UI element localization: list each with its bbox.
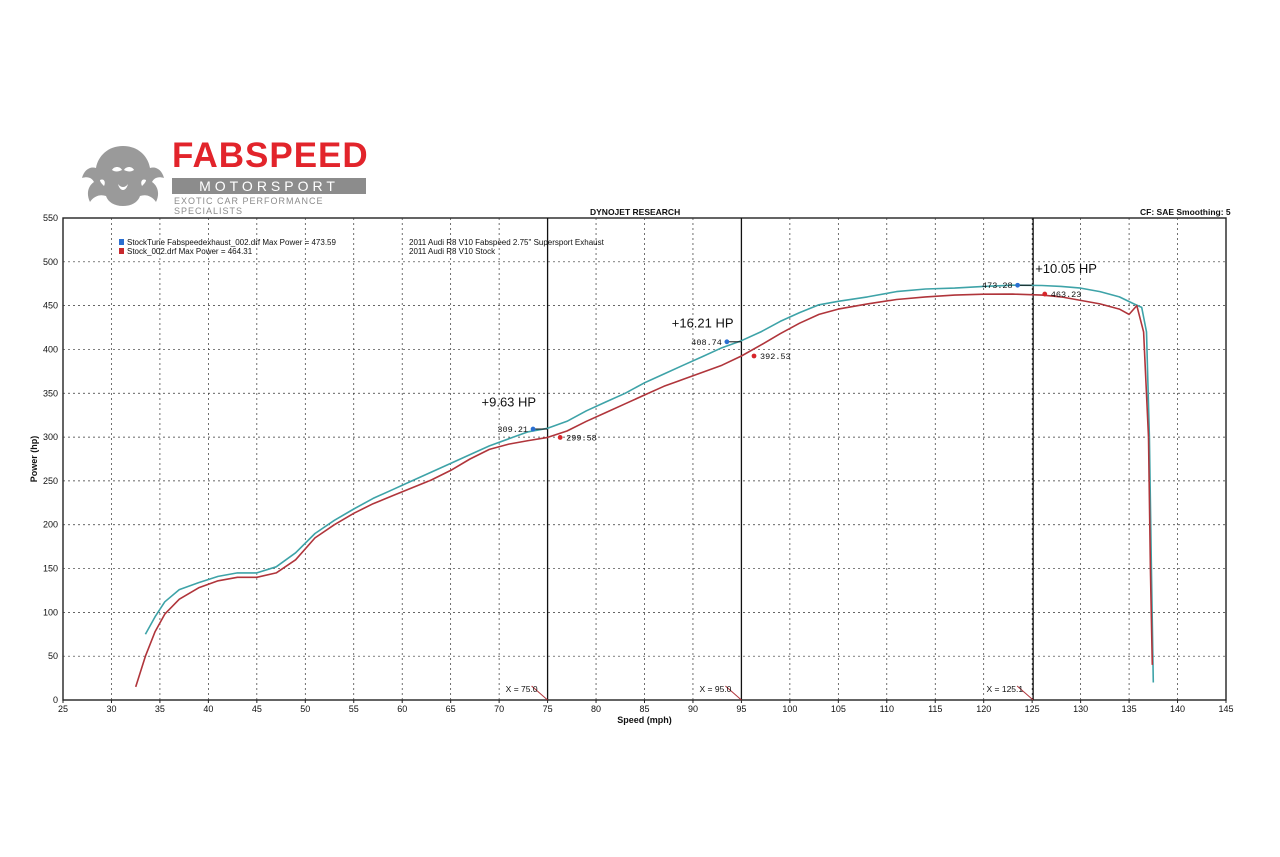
y-axis-title: Power (hp) xyxy=(29,436,39,483)
x-tick-label: 140 xyxy=(1170,704,1185,714)
x-tick-label: 70 xyxy=(494,704,504,714)
x-tick-label: 80 xyxy=(591,704,601,714)
brand-tagline: EXOTIC CAR PERFORMANCE SPECIALISTS xyxy=(174,196,324,216)
gain-annotation: +9.63 HP xyxy=(482,394,537,409)
x-tick-label: 25 xyxy=(58,704,68,714)
marker-pointer xyxy=(531,685,548,701)
y-tick-label: 50 xyxy=(48,651,58,661)
point-dot xyxy=(530,426,536,432)
chart-header-title: DYNOJET RESEARCH xyxy=(590,207,681,217)
fabspeed-logo: FABSPEED MOTORSPORT EXOTIC CAR PERFORMAN… xyxy=(78,136,378,216)
y-tick-label: 0 xyxy=(53,695,58,705)
gain-annotation: +16.21 HP xyxy=(672,316,734,331)
x-tick-label: 145 xyxy=(1218,704,1233,714)
x-tick-label: 85 xyxy=(639,704,649,714)
x-tick-label: 105 xyxy=(831,704,846,714)
gain-annotation: +10.05 HP xyxy=(1035,261,1097,276)
series-line-1 xyxy=(134,293,1154,688)
legend-description: 2011 Audi R8 V10 Stock xyxy=(409,247,496,256)
y-tick-label: 200 xyxy=(43,520,58,530)
grid-lines xyxy=(63,218,1226,700)
point-label: 392.53 xyxy=(760,352,791,362)
brand-name: FABSPEED xyxy=(172,136,369,175)
point-dot xyxy=(557,435,563,440)
legend-description: 2011 Audi R8 V10 Fabspeed 2.75" Superspo… xyxy=(409,238,605,247)
x-tick-label: 90 xyxy=(688,704,698,714)
marker-pointer xyxy=(1016,685,1034,701)
y-tick-label: 300 xyxy=(43,432,58,442)
y-tick-label: 350 xyxy=(43,388,58,398)
y-tick-label: 150 xyxy=(43,564,58,574)
x-tick-label: 45 xyxy=(252,704,262,714)
point-label: 473.28 xyxy=(982,281,1013,291)
y-tick-label: 550 xyxy=(43,213,58,223)
lion-emblem-icon xyxy=(82,146,164,206)
marker-label: X = 95.0 xyxy=(700,684,732,694)
x-tick-label: 65 xyxy=(446,704,456,714)
x-tick-label: 110 xyxy=(880,704,894,714)
point-label: 408.74 xyxy=(691,338,722,348)
brand-subname: MOTORSPORT xyxy=(172,178,366,194)
point-label: 463.23 xyxy=(1051,290,1082,300)
marker-label: X = 125.1 xyxy=(986,684,1023,694)
x-tick-label: 100 xyxy=(782,704,797,714)
point-dot xyxy=(1042,291,1048,297)
point-dot xyxy=(1015,282,1021,288)
marker-pointer xyxy=(725,685,742,701)
x-tick-label: 40 xyxy=(203,704,213,714)
y-tick-label: 450 xyxy=(43,301,58,311)
point-label: 309.21 xyxy=(497,425,528,435)
y-tick-label: 100 xyxy=(43,607,58,617)
x-tick-label: 60 xyxy=(397,704,407,714)
x-tick-label: 30 xyxy=(106,704,116,714)
legend-label: Stock_002.drf Max Power = 464.31 xyxy=(127,247,253,256)
legend-swatch xyxy=(119,248,124,254)
x-tick-label: 120 xyxy=(976,704,991,714)
x-axis-title: Speed (mph) xyxy=(617,715,672,725)
series-line-0 xyxy=(144,284,1155,683)
point-dot xyxy=(751,353,757,359)
y-tick-label: 250 xyxy=(43,476,58,486)
x-tick-label: 115 xyxy=(928,704,942,714)
y-tick-label: 400 xyxy=(43,344,58,354)
chart-header-info: CF: SAE Smoothing: 5 xyxy=(1140,207,1231,217)
x-tick-label: 35 xyxy=(155,704,165,714)
x-tick-label: 135 xyxy=(1122,704,1137,714)
x-tick-label: 55 xyxy=(349,704,359,714)
point-dot xyxy=(724,339,730,345)
marker-label: X = 75.0 xyxy=(506,684,538,694)
y-tick-label: 500 xyxy=(43,257,58,267)
x-tick-label: 130 xyxy=(1073,704,1088,714)
x-tick-label: 50 xyxy=(300,704,310,714)
legend-swatch xyxy=(119,239,124,245)
legend-label: StockTune Fabspeedexhaust_002.drf Max Po… xyxy=(127,238,336,247)
x-tick-label: 95 xyxy=(736,704,746,714)
x-tick-label: 75 xyxy=(543,704,553,714)
x-tick-label: 125 xyxy=(1025,704,1040,714)
point-label: 299.58 xyxy=(566,433,597,443)
